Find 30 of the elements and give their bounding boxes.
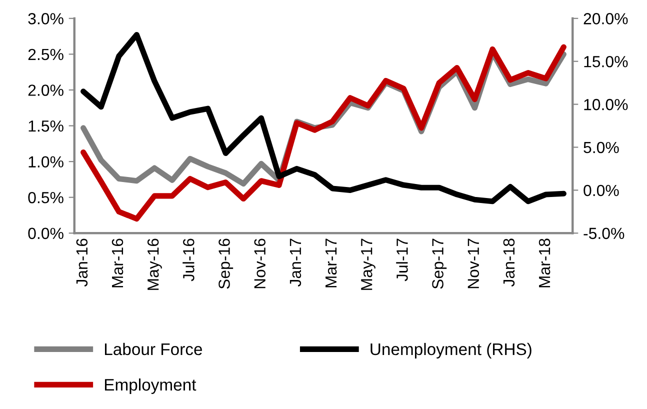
x-tick-label: Jan-16 — [76, 238, 88, 287]
x-tick-label: Mar-18 — [538, 238, 550, 288]
y-tick-label: 0.5% — [28, 192, 64, 204]
y-tick-label: 2.0% — [28, 84, 64, 96]
y2-tick-label: 10.0% — [584, 98, 628, 110]
y-tick-label: 2.5% — [28, 48, 64, 60]
x-tick-label: May-16 — [147, 238, 162, 290]
x-tick-label: Mar-17 — [326, 238, 337, 288]
y-tick-label: 3.0% — [28, 13, 64, 24]
x-tick-label: Jul-16 — [182, 238, 194, 282]
x-tick-label: Nov-16 — [254, 238, 266, 288]
legend-label: Unemployment (RHS) — [370, 342, 532, 358]
y2-tick-label: 0.0% — [584, 184, 619, 196]
y2-tick-label: 15.0% — [584, 56, 628, 68]
legend-label: Labour Force — [104, 342, 202, 356]
x-tick-label: Mar-16 — [112, 238, 124, 288]
x-tick-label: Sep-16 — [218, 238, 234, 289]
x-tick-label: May-17 — [361, 238, 376, 290]
y2-tick-label: 5.0% — [584, 142, 619, 154]
x-tick-label: Jul-17 — [396, 238, 408, 282]
x-tick-label: Nov-17 — [468, 238, 480, 288]
y2-tick-label: -5.0% — [584, 228, 624, 240]
y-tick-label: 1.5% — [28, 120, 64, 132]
y-tick-label: 0.0% — [28, 228, 64, 240]
y2-tick-label: 20.0% — [584, 13, 628, 24]
legend-label: Employment — [104, 378, 196, 394]
x-tick-label: Sep-17 — [432, 238, 447, 289]
y-tick-label: 1.0% — [28, 156, 64, 168]
x-tick-label: Jan-18 — [503, 238, 515, 287]
x-tick-label: Jan-17 — [290, 238, 302, 287]
